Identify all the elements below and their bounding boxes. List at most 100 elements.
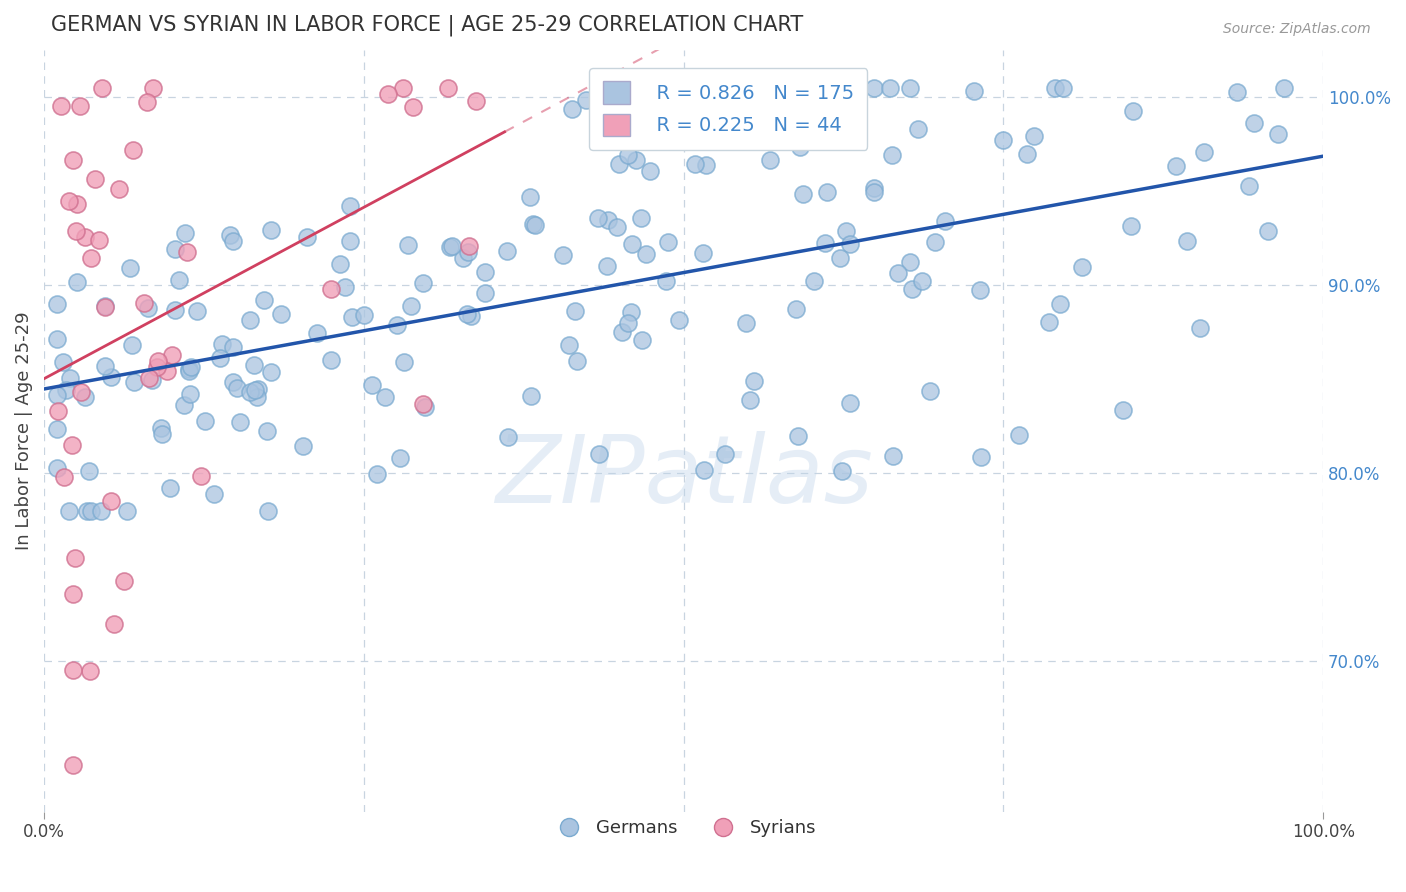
Point xyxy=(815,185,838,199)
Text: Source: ZipAtlas.com: Source: ZipAtlas.com xyxy=(1223,22,1371,37)
Point xyxy=(239,385,262,400)
Point xyxy=(136,95,159,109)
Point xyxy=(738,392,761,407)
Point xyxy=(90,504,112,518)
Point xyxy=(176,245,198,260)
Point xyxy=(45,296,67,310)
Point xyxy=(1272,81,1295,95)
Point xyxy=(524,218,547,232)
Point xyxy=(624,153,647,167)
Point xyxy=(121,338,143,352)
Point xyxy=(385,318,408,332)
Point xyxy=(59,371,82,385)
Point xyxy=(167,273,190,287)
Point xyxy=(565,354,588,368)
Point xyxy=(46,404,69,418)
Point xyxy=(713,447,735,461)
Point xyxy=(58,194,80,208)
Text: GERMAN VS SYRIAN IN LABOR FORCE | AGE 25-29 CORRELATION CHART: GERMAN VS SYRIAN IN LABOR FORCE | AGE 25… xyxy=(51,15,803,37)
Point xyxy=(1008,428,1031,442)
Point xyxy=(222,234,245,248)
Point xyxy=(247,382,270,396)
Point xyxy=(900,81,922,95)
Point xyxy=(991,133,1014,147)
Point xyxy=(194,414,217,428)
Point xyxy=(173,398,195,412)
Point xyxy=(66,196,89,211)
Point xyxy=(221,376,243,390)
Point xyxy=(464,94,486,108)
Point xyxy=(83,171,105,186)
Point xyxy=(596,260,619,274)
Point xyxy=(396,238,419,252)
Point xyxy=(879,81,901,95)
Point xyxy=(75,390,97,404)
Point xyxy=(339,234,361,248)
Point xyxy=(863,185,886,199)
Point xyxy=(79,664,101,678)
Point xyxy=(94,359,117,373)
Point xyxy=(616,147,638,161)
Point xyxy=(245,383,267,397)
Point xyxy=(292,439,315,453)
Point xyxy=(735,316,758,330)
Point xyxy=(100,494,122,508)
Point xyxy=(1071,260,1094,274)
Point xyxy=(620,305,643,319)
Point xyxy=(60,438,83,452)
Point xyxy=(963,84,986,98)
Point xyxy=(374,390,396,404)
Point xyxy=(695,158,717,172)
Point xyxy=(321,282,343,296)
Point xyxy=(121,143,143,157)
Point xyxy=(969,284,991,298)
Point xyxy=(392,81,415,95)
Point xyxy=(831,464,853,478)
Point xyxy=(163,303,186,318)
Point xyxy=(789,140,811,154)
Point xyxy=(253,293,276,307)
Y-axis label: In Labor Force | Age 25-29: In Labor Force | Age 25-29 xyxy=(15,311,32,550)
Point xyxy=(724,120,747,134)
Point xyxy=(907,122,929,136)
Point xyxy=(91,81,114,95)
Point xyxy=(1188,321,1211,335)
Point xyxy=(412,397,434,411)
Point xyxy=(62,153,84,167)
Point xyxy=(634,246,657,260)
Point xyxy=(586,211,609,225)
Point xyxy=(413,400,436,414)
Point xyxy=(89,233,111,247)
Point xyxy=(742,374,765,388)
Point xyxy=(668,313,690,327)
Point xyxy=(55,384,77,398)
Point xyxy=(839,237,862,252)
Point xyxy=(190,468,212,483)
Point xyxy=(440,238,463,252)
Point xyxy=(862,181,884,195)
Point xyxy=(51,99,73,113)
Point xyxy=(787,429,810,443)
Point xyxy=(132,296,155,310)
Point xyxy=(1164,159,1187,173)
Point xyxy=(179,386,201,401)
Point xyxy=(834,224,856,238)
Point xyxy=(51,355,73,369)
Point xyxy=(225,381,247,395)
Point xyxy=(77,464,100,478)
Point xyxy=(103,616,125,631)
Point xyxy=(366,467,388,481)
Legend: Germans, Syrians: Germans, Syrians xyxy=(544,812,824,845)
Point xyxy=(1052,81,1074,95)
Point xyxy=(62,757,84,772)
Point xyxy=(202,487,225,501)
Point xyxy=(496,244,519,259)
Point xyxy=(141,373,163,387)
Point xyxy=(792,187,814,202)
Point xyxy=(245,390,267,404)
Point xyxy=(474,285,496,300)
Point xyxy=(789,81,811,95)
Point xyxy=(115,504,138,518)
Point xyxy=(564,303,586,318)
Point xyxy=(1043,81,1066,95)
